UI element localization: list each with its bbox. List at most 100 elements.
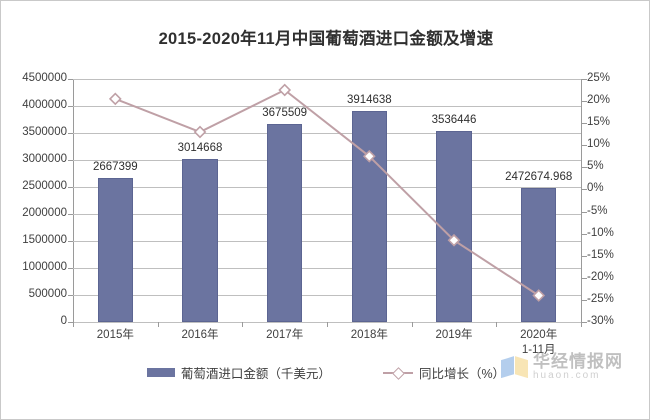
- right-axis-tickmark: [581, 299, 587, 301]
- left-axis-tick-label: 2500000: [22, 180, 67, 192]
- line-marker[interactable]: [108, 92, 122, 106]
- gridline: [73, 187, 581, 188]
- line-series: [108, 83, 546, 302]
- x-axis-tick-label: 2018年: [327, 328, 412, 343]
- right-axis-tickmark: [581, 255, 587, 257]
- legend-line-swatch-icon: [382, 367, 413, 380]
- right-axis-tickmark: [581, 79, 587, 80]
- x-axis-tick-label: 2015年: [73, 328, 158, 343]
- right-axis-tick-label: -30%: [587, 315, 614, 327]
- right-axis-tickmark: [581, 101, 587, 103]
- gridline: [73, 214, 581, 215]
- x-axis-tickmark: [73, 322, 74, 327]
- left-axis-tick-label: 3000000: [22, 153, 67, 165]
- bar-data-label: 3914638: [346, 93, 392, 106]
- right-axis-tick-label: 25%: [587, 72, 611, 84]
- x-axis-tick-sublabel: 1-11月: [521, 344, 556, 356]
- left-axis-tickmark: [68, 160, 73, 161]
- x-axis-tick-label-main: 2019年: [435, 329, 473, 341]
- right-axis-tick-label: -20%: [587, 270, 614, 283]
- right-axis-tickmark: [581, 277, 587, 279]
- x-axis-tick-label-main: 2020年: [520, 329, 558, 341]
- right-axis-tick-label: 15%: [587, 116, 611, 129]
- line-marker[interactable]: [193, 125, 207, 139]
- right-axis-tick-label: -25%: [587, 292, 614, 305]
- left-axis-tick-label: 3500000: [22, 126, 67, 138]
- right-axis-tick-label: -10%: [587, 226, 614, 239]
- right-axis-tickmark: [581, 123, 587, 125]
- right-axis-line: [581, 79, 582, 323]
- legend-item-bar-label: 葡萄酒进口金额（千美元）: [180, 367, 331, 381]
- left-axis-tickmark: [68, 214, 73, 215]
- left-axis-tick-label: 1500000: [22, 234, 67, 246]
- left-axis-tickmark: [68, 268, 73, 269]
- bar[interactable]: [97, 177, 134, 322]
- gridline: [73, 241, 581, 242]
- gridline: [73, 106, 581, 107]
- left-axis-tick-label: 4500000: [22, 72, 67, 84]
- bar-data-label: 2472674.968: [505, 171, 573, 184]
- right-axis-tickmark: [581, 167, 587, 169]
- x-axis-tickmark: [157, 322, 159, 327]
- trend-line: [114, 88, 540, 297]
- left-axis-tick-label: 4000000: [22, 99, 67, 111]
- line-marker[interactable]: [362, 149, 376, 163]
- bar-data-label: 2667399: [92, 160, 138, 173]
- right-axis-tickmark: [581, 233, 587, 235]
- bar-data-label: 3014668: [177, 142, 223, 155]
- legend-item-line-label: 同比增长（%）: [418, 367, 506, 381]
- x-axis-tickmark: [496, 322, 498, 327]
- x-axis-tick-label-main: 2017年: [266, 329, 304, 341]
- right-axis-tick-label: -15%: [587, 248, 614, 261]
- right-axis-tick-label: 5%: [587, 160, 604, 173]
- legend-item-line[interactable]: 同比增长（%）: [382, 363, 506, 382]
- x-axis-tick-label: 2017年: [242, 328, 327, 343]
- left-axis-tickmark: [68, 79, 73, 80]
- gridline: [73, 268, 581, 269]
- legend-item-bar[interactable]: 葡萄酒进口金额（千美元）: [146, 363, 331, 382]
- right-axis-tickmark: [581, 211, 587, 213]
- left-axis-line: [73, 79, 74, 323]
- x-axis-tick-label: 2019年: [412, 328, 497, 343]
- left-axis-tick-label: 2000000: [22, 207, 67, 219]
- gridline: [73, 79, 581, 80]
- left-axis-tick-label: 0: [60, 315, 67, 327]
- chart-title: 2015-2020年11月中国葡萄酒进口金额及增速: [158, 30, 494, 48]
- right-axis-tick-label: 10%: [587, 138, 611, 151]
- left-axis-tickmark: [68, 322, 73, 323]
- line-marker[interactable]: [447, 233, 461, 247]
- chart-legend: 葡萄酒进口金额（千美元） 同比增长（%）: [1, 363, 650, 382]
- gridline: [73, 295, 581, 296]
- left-axis-tickmark: [68, 133, 73, 134]
- left-axis-tickmark: [68, 187, 73, 188]
- left-axis-tickmark: [68, 106, 73, 107]
- left-axis-tick-label: 500000: [28, 288, 67, 300]
- left-axis-tickmark: [68, 295, 73, 296]
- x-axis-tick-label: 2020年 1-11月: [496, 328, 581, 358]
- x-axis-tick-label: 2016年: [158, 328, 243, 343]
- line-marker[interactable]: [532, 289, 546, 302]
- gridline: [73, 133, 581, 134]
- x-axis-tick-label-main: 2016年: [181, 329, 219, 341]
- right-axis-tickmark: [581, 145, 587, 147]
- right-axis-tickmark: [581, 322, 587, 323]
- plot-area: 4500000 4000000 3500000 3000000 2500000 20000…: [22, 72, 614, 327]
- x-axis-tick-label-main: 2018年: [350, 329, 388, 341]
- left-axis-tickmark: [68, 241, 73, 242]
- x-axis-tickmark: [411, 322, 413, 327]
- bar-data-label: 3675509: [262, 106, 308, 119]
- bar[interactable]: [266, 123, 303, 322]
- right-axis-tickmark: [581, 189, 587, 191]
- bar[interactable]: [436, 131, 472, 322]
- left-axis-tick-label: 1000000: [22, 261, 67, 273]
- line-marker[interactable]: [278, 83, 292, 97]
- right-axis-tick-label: -5%: [587, 204, 608, 217]
- legend-bar-swatch-icon: [146, 368, 175, 377]
- bar-data-label: 3536446: [431, 114, 477, 127]
- bar[interactable]: [182, 159, 218, 322]
- x-axis-tickmark: [242, 322, 244, 327]
- x-axis-tickmark: [327, 322, 328, 327]
- gridline: [73, 160, 581, 161]
- x-axis-tick-label-main: 2015年: [96, 329, 134, 341]
